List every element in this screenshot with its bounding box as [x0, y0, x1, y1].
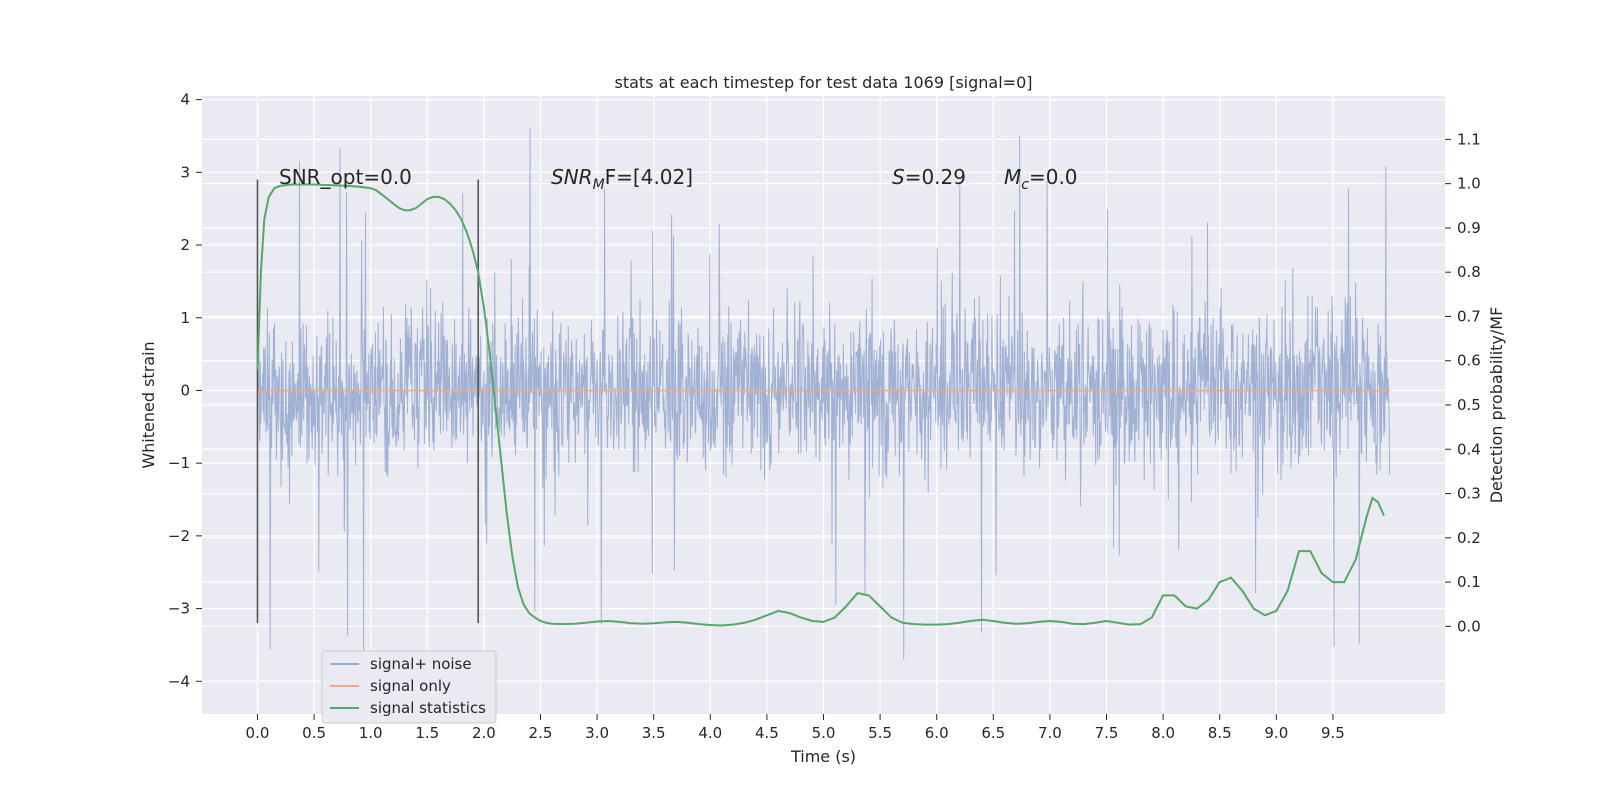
legend-label-signal-statistics: signal statistics [370, 699, 486, 717]
y-left-tick-label: −1 [168, 454, 190, 472]
legend-label-signal-noise: signal+ noise [370, 655, 472, 673]
x-tick-label: 2.5 [529, 724, 553, 742]
x-tick-label: 0.0 [246, 724, 270, 742]
x-tick-label: 7.0 [1038, 724, 1062, 742]
y-left-tick-label: −3 [168, 600, 190, 618]
legend: signal+ noise signal only signal statist… [321, 650, 497, 724]
legend-box [321, 650, 497, 724]
y-right-tick-label: 0.9 [1457, 219, 1481, 237]
y-right-axis-ticks: 1.1 1.0 0.9 0.8 0.7 0.6 0.5 0.4 0.3 0.2 0.1 0.0 [1445, 130, 1481, 635]
signal-noise-line [257, 127, 1390, 660]
x-axis-label: Time (s) [790, 747, 856, 766]
annotation-mc: Mc=0.0 [1004, 165, 1078, 193]
y-right-tick-label: 0.1 [1457, 573, 1481, 591]
y-right-tick-label: 1.0 [1457, 175, 1481, 193]
x-tick-label: 6.5 [981, 724, 1005, 742]
y-left-axis-ticks: 4 3 2 1 0 −1 −2 −3 −4 [168, 91, 202, 690]
y-left-tick-label: 0 [180, 381, 190, 399]
x-tick-label: 8.5 [1208, 724, 1232, 742]
y-right-tick-label: 0.2 [1457, 529, 1481, 547]
y-right-tick-label: 0.7 [1457, 307, 1481, 325]
y-left-tick-label: 2 [180, 236, 190, 254]
y-right-tick-label: 0.4 [1457, 440, 1481, 458]
y-right-tick-label: 0.6 [1457, 352, 1481, 370]
y-right-tick-label: 1.1 [1457, 130, 1481, 148]
x-tick-label: 2.0 [472, 724, 496, 742]
x-tick-label: 1.0 [359, 724, 383, 742]
annotation-s: S=0.29 [892, 165, 966, 189]
x-tick-label: 1.5 [415, 724, 439, 742]
x-tick-label: 5.5 [868, 724, 892, 742]
y-left-tick-label: 3 [180, 163, 190, 181]
y-left-axis-label: Whitened strain [139, 341, 158, 468]
x-tick-label: 3.5 [642, 724, 666, 742]
legend-label-signal-only: signal only [370, 677, 451, 695]
annotation-snr-mf: SNRMF=[4.02] [551, 165, 693, 193]
y-left-tick-label: −2 [168, 527, 190, 545]
y-right-tick-label: 0.5 [1457, 396, 1481, 414]
y-right-tick-label: 0.8 [1457, 263, 1481, 281]
series-signal-noise [257, 127, 1390, 660]
chart-title: stats at each timestep for test data 106… [614, 73, 1032, 92]
y-left-tick-label: 1 [180, 309, 190, 327]
vertical-markers [256, 179, 480, 624]
x-tick-label: 9.5 [1321, 724, 1345, 742]
x-axis-ticks: 0.0 0.5 1.0 1.5 2.0 2.5 3.0 3.5 4.0 4.5 5.0 5.5 6.0 6… [246, 714, 1345, 742]
y-left-tick-label: 4 [180, 91, 190, 109]
x-tick-label: 8.0 [1151, 724, 1175, 742]
x-tick-label: 9.0 [1264, 724, 1288, 742]
series-signal-statistics [256, 183, 1385, 627]
y-right-tick-label: 0.3 [1457, 485, 1481, 503]
x-tick-label: 4.5 [755, 724, 779, 742]
signal-statistics-line [256, 183, 1385, 627]
x-tick-label: 3.0 [585, 724, 609, 742]
annotation-snr-opt: SNR_opt=0.0 [279, 165, 412, 189]
x-tick-label: 7.5 [1095, 724, 1119, 742]
y-right-axis-label: Detection probability/MF [1487, 307, 1506, 504]
x-tick-label: 4.0 [698, 724, 722, 742]
x-tick-label: 5.0 [812, 724, 836, 742]
x-tick-label: 0.5 [302, 724, 326, 742]
y-right-tick-label: 0.0 [1457, 617, 1481, 635]
x-tick-label: 6.0 [925, 724, 949, 742]
y-left-tick-label: −4 [168, 672, 190, 690]
